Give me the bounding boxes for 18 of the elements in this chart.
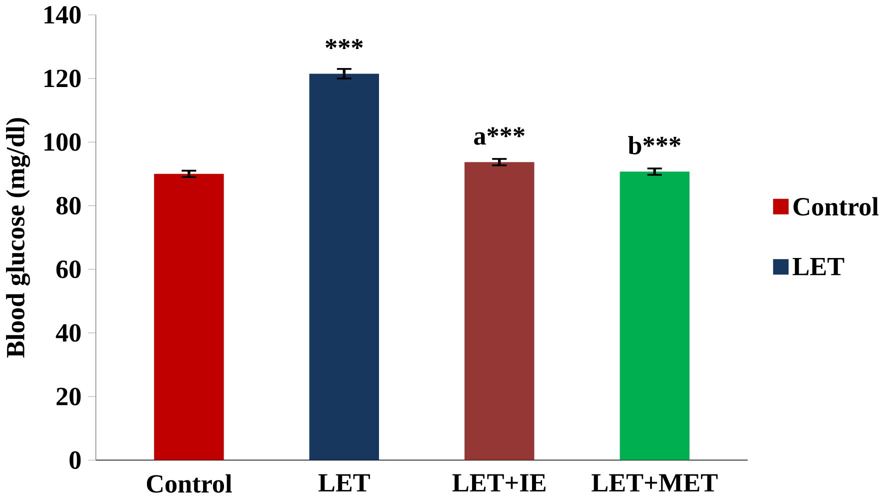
y-axis-title: Blood glucose (mg/dl) [6,118,30,358]
legend-label: Control [794,197,878,216]
y-tick-label: 0 [70,451,81,470]
annotation: a*** [474,127,524,145]
annotation: b*** [628,136,680,154]
x-tick-label: LET [318,474,370,492]
legend-label: LET [792,258,844,276]
x-tick-label: LET+MET [592,474,718,492]
y-tick-label: 60 [56,260,81,278]
y-tick-label: 140 [44,6,81,24]
y-tick-label: 20 [56,388,81,406]
y-tick-label: 120 [44,70,81,88]
y-tick-label: 80 [56,196,81,215]
x-tick-label: LET+IE [452,474,546,492]
annotation: *** [326,39,363,50]
y-tick-label: 40 [56,324,81,342]
y-tick-label: 100 [44,133,81,152]
x-tick-label: Control [146,474,232,493]
